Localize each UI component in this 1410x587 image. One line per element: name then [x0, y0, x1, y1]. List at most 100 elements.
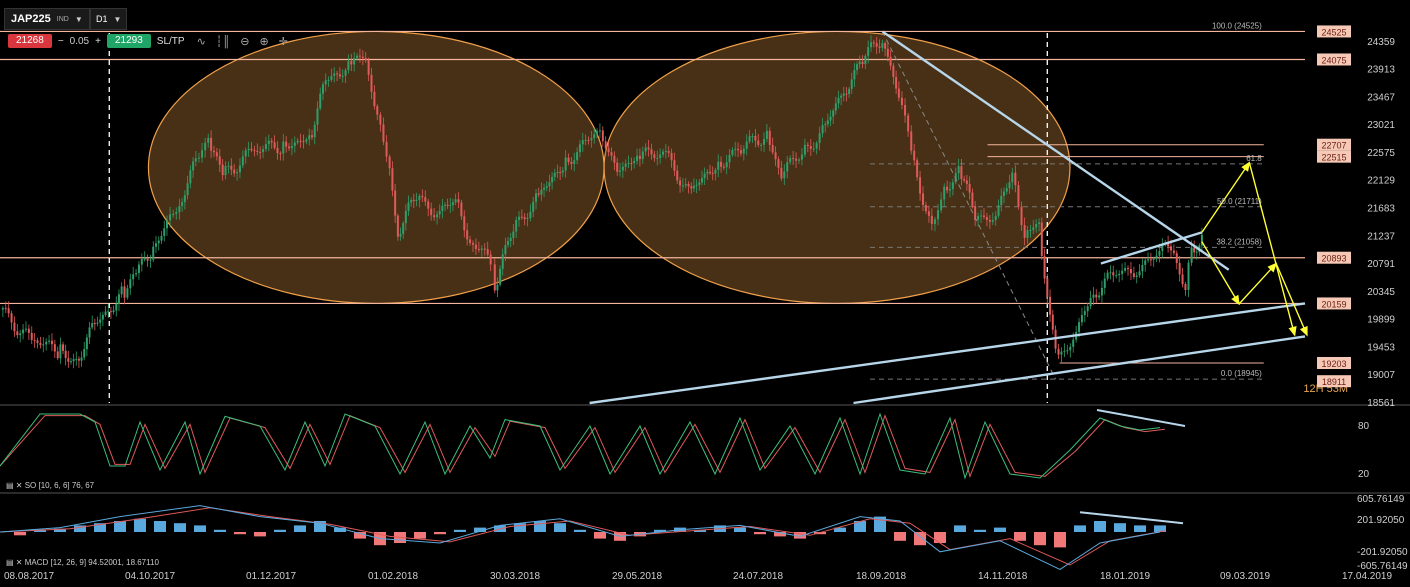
macd-histogram-bar — [234, 532, 246, 535]
price-tag — [1317, 251, 1351, 264]
candle — [687, 184, 690, 187]
macd-histogram-bar — [474, 527, 486, 532]
candle — [454, 199, 457, 203]
candle — [963, 179, 966, 181]
sl-tp-button[interactable]: SL/TP — [156, 35, 185, 47]
candle — [1109, 272, 1112, 274]
candle — [765, 130, 768, 139]
candle — [305, 139, 308, 142]
price-tag-label: 19203 — [1321, 359, 1346, 369]
macd-histogram-bar — [854, 521, 866, 532]
candle — [576, 152, 579, 161]
candle — [201, 150, 204, 158]
price-tag — [1317, 357, 1351, 370]
zoom-out-icon[interactable]: ⊖ — [240, 35, 250, 48]
macd-histogram-bar — [314, 521, 326, 532]
crosshair-icon[interactable]: ✛ — [278, 35, 288, 48]
candle — [56, 351, 59, 359]
candle — [581, 140, 584, 145]
candle — [460, 202, 463, 217]
macd-histogram-bar — [794, 532, 806, 539]
price-tick: 20345 — [1367, 287, 1395, 298]
buy-button[interactable]: 21293 — [106, 34, 151, 48]
macd-histogram-bar — [554, 523, 566, 532]
candle — [385, 141, 388, 157]
price-tick: 19453 — [1367, 342, 1395, 353]
candle — [1066, 350, 1069, 352]
time-tick: 24.07.2018 — [733, 571, 783, 582]
candle — [267, 140, 270, 145]
candle — [1169, 246, 1172, 251]
price-tag-label: 20893 — [1321, 254, 1346, 264]
candle — [613, 155, 616, 163]
candle — [433, 215, 436, 218]
candle — [1011, 172, 1014, 183]
candle — [1155, 255, 1158, 259]
candle — [59, 344, 62, 359]
candle — [1118, 273, 1121, 276]
time-tick: 01.12.2017 — [246, 571, 296, 582]
candle-type-icon[interactable]: ┆║ — [215, 35, 231, 48]
macd-level: -605.76149 — [1357, 561, 1408, 572]
indicator-menu-icon[interactable]: ▤ ✕ — [6, 558, 23, 567]
time-tick: 09.03.2019 — [1220, 571, 1270, 582]
candle — [165, 220, 168, 229]
candle — [296, 140, 299, 143]
candle — [739, 150, 742, 154]
candle — [864, 55, 867, 65]
candle — [734, 148, 737, 150]
candle — [489, 254, 492, 265]
candle — [1152, 258, 1155, 260]
candle — [36, 340, 39, 343]
timeframe-selector[interactable]: D1 ▼ — [90, 8, 128, 30]
candle — [1190, 247, 1193, 263]
projection-arrow — [1201, 241, 1240, 306]
candle — [714, 169, 717, 174]
line-tool-icon[interactable]: ∿ — [196, 35, 206, 48]
candle — [436, 214, 439, 218]
increase-button[interactable]: + — [95, 35, 101, 47]
candle — [421, 195, 424, 198]
candle — [720, 161, 723, 167]
candle — [641, 151, 644, 160]
trend-line — [881, 30, 1230, 271]
candle — [85, 337, 88, 350]
candle — [717, 161, 720, 170]
candle — [960, 166, 963, 180]
candle — [250, 148, 253, 151]
candle — [1, 308, 4, 310]
candle — [564, 157, 567, 171]
indicator-menu-icon[interactable]: ▤ ✕ — [6, 481, 23, 490]
sell-button[interactable]: 21268 — [8, 34, 52, 48]
candle — [1103, 278, 1106, 288]
macd-histogram-bar — [254, 532, 266, 537]
candle — [424, 197, 427, 202]
macd-line — [0, 505, 1161, 570]
candle — [783, 171, 786, 179]
zoom-in-icon[interactable]: ⊕ — [259, 35, 269, 48]
candle — [881, 43, 884, 48]
symbol-selector[interactable]: JAP225 IND ▼ — [4, 8, 90, 30]
candle — [619, 170, 622, 172]
candle — [1115, 275, 1118, 277]
candle — [1187, 262, 1190, 290]
candle — [178, 206, 181, 213]
candle — [884, 43, 887, 49]
candle — [818, 133, 821, 143]
candle — [186, 183, 189, 196]
candle — [948, 189, 951, 191]
candle — [889, 56, 892, 66]
symbol-exchange: IND — [56, 15, 69, 23]
decrease-button[interactable]: − — [57, 35, 64, 47]
candle — [212, 150, 215, 153]
candle — [910, 131, 913, 151]
fib-label: 100.0 (24525) — [1212, 21, 1262, 30]
candle — [13, 322, 16, 332]
candle — [861, 61, 864, 65]
candle — [875, 43, 878, 47]
candle — [276, 147, 279, 154]
macd-histogram-bar — [1114, 523, 1126, 532]
macd-histogram-bar — [354, 532, 366, 539]
candle — [236, 172, 239, 174]
